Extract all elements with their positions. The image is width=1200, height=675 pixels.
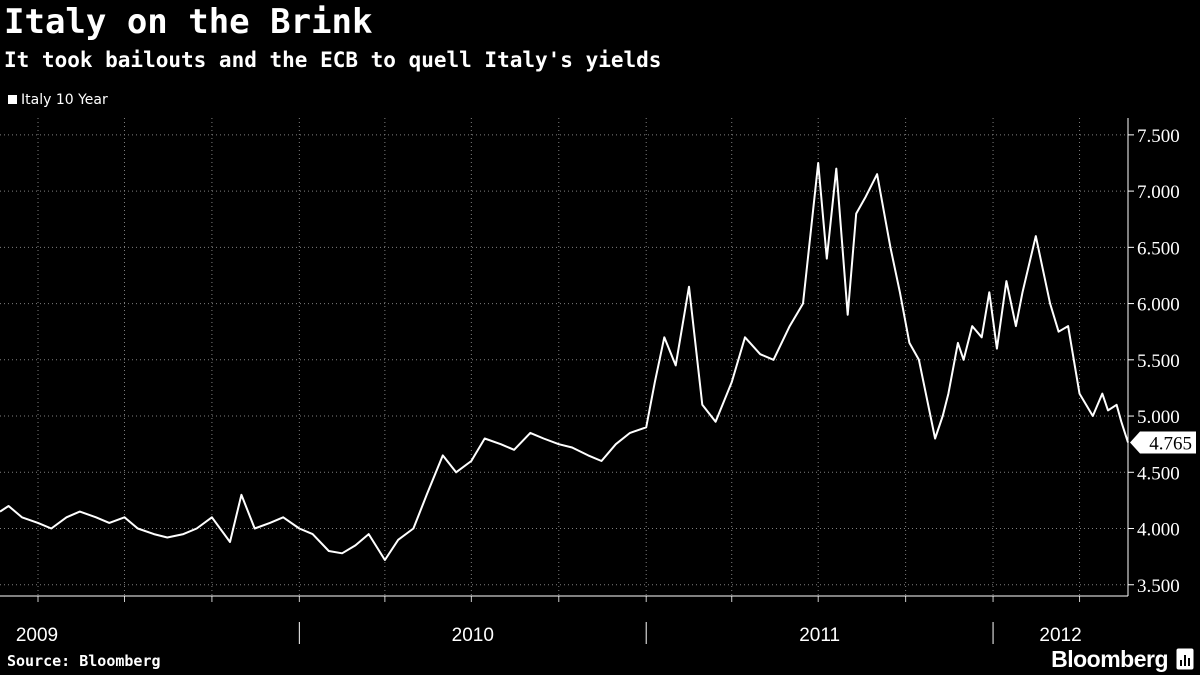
series-line-italy-10-year	[0, 162, 1129, 561]
chart-subtitle: It took bailouts and the ECB to quell It…	[4, 48, 662, 72]
y-tick-label: 5.500	[1137, 351, 1180, 372]
y-tick-label: 6.500	[1137, 238, 1180, 259]
x-tick-label: 2009	[16, 625, 58, 646]
y-tick-label: 7.000	[1137, 182, 1180, 203]
last-value-callout	[1130, 431, 1196, 454]
y-tick-label: 6.000	[1137, 295, 1180, 316]
legend: Italy 10 Year	[8, 89, 108, 111]
terminal-icon	[1176, 648, 1194, 670]
x-tick-label: 2010	[452, 625, 494, 646]
last-value-label: 4.765	[1149, 433, 1192, 454]
brand-logo: Bloomberg	[1051, 646, 1168, 672]
source-note: Source: Bloomberg	[7, 652, 161, 670]
x-tick-label: 2011	[799, 625, 840, 646]
y-tick-label: 5.000	[1137, 407, 1180, 428]
x-tick-label: 2012	[1039, 625, 1081, 646]
legend-label: Italy 10 Year	[21, 92, 108, 108]
legend-swatch	[8, 95, 17, 104]
y-tick-label: 4.000	[1137, 520, 1180, 541]
y-tick-label: 4.500	[1137, 463, 1180, 484]
y-tick-label: 7.500	[1137, 126, 1180, 147]
y-tick-label: 3.500	[1137, 576, 1180, 597]
chart-title: Italy on the Brink	[4, 2, 373, 42]
